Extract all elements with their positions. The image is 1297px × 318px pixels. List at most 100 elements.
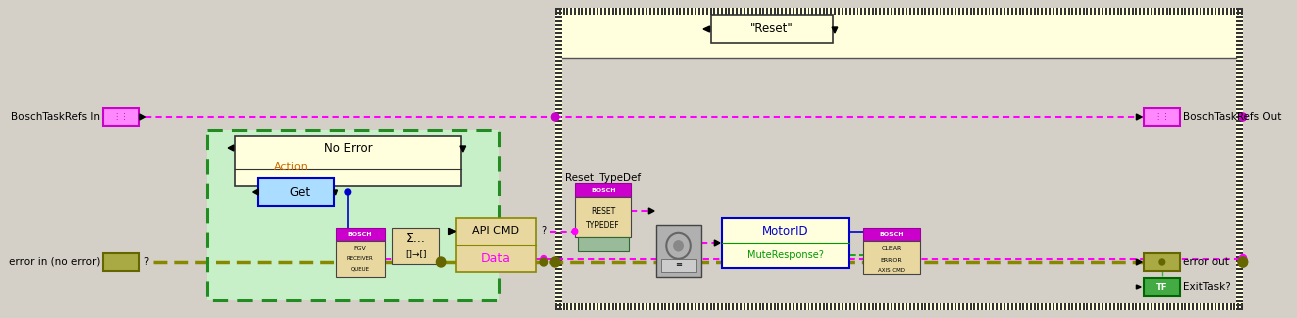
Bar [1097,303,1100,310]
Text: BoschTaskRefs In: BoschTaskRefs In [12,112,100,122]
Bar [1236,68,1243,70]
Bar [1034,8,1035,15]
Bar [1236,172,1243,174]
Bar [555,132,562,134]
Bar [650,303,651,310]
Bar [1176,303,1179,310]
Bar [864,8,866,15]
Text: BoschTaskRefs Out: BoschTaskRefs Out [1183,112,1281,122]
Bar [966,8,968,15]
Bar [921,8,922,15]
Bar [895,303,896,310]
Bar [988,8,991,15]
Bar [593,303,595,310]
Bar [1004,303,1005,310]
Bar [895,8,896,15]
Polygon shape [833,27,838,33]
Bar [717,303,719,310]
Bar [1196,8,1197,15]
Bar [1226,8,1228,15]
Bar [581,8,584,15]
Bar [770,8,772,15]
Bar [1045,8,1047,15]
Bar [206,130,498,300]
Bar [623,8,625,15]
Bar [887,303,888,310]
Bar [626,8,629,15]
Polygon shape [1136,285,1141,289]
Bar [774,303,776,310]
Bar [555,12,562,14]
Bar [555,96,562,98]
Bar [921,303,922,310]
Bar [785,8,787,15]
Bar [853,303,855,310]
Bar [1236,144,1243,146]
Bar [974,8,975,15]
Bar [1184,8,1187,15]
Bar [901,8,904,15]
Bar [1237,303,1239,310]
Bar [818,8,821,15]
Bar [755,303,756,310]
Bar [1208,303,1209,310]
Bar [684,303,685,310]
Bar [1170,8,1171,15]
Bar [1236,252,1243,254]
Bar [856,303,859,310]
Bar [1176,8,1179,15]
Bar [1236,96,1243,98]
Bar [1144,253,1180,271]
Bar [555,148,562,150]
Bar [1236,24,1243,26]
Bar [555,192,562,194]
Bar [1214,8,1217,15]
Bar [1236,296,1243,298]
Circle shape [572,229,577,234]
Bar [1236,192,1243,194]
Bar [1180,303,1183,310]
Bar [555,164,562,166]
Bar [853,8,855,15]
Bar [555,208,562,210]
Bar [1236,176,1243,178]
Bar [654,303,655,310]
Bar [977,8,979,15]
Bar [1026,8,1029,15]
Bar [589,8,591,15]
Bar [909,8,912,15]
Bar [691,8,693,15]
Bar [1236,104,1243,106]
Bar [1049,303,1051,310]
Bar [815,303,817,310]
Bar [864,303,866,310]
Bar [555,124,562,126]
Bar [1150,8,1153,15]
Bar [958,303,960,310]
Bar [913,8,914,15]
Polygon shape [449,229,455,234]
Bar [1008,8,1009,15]
Bar [1200,8,1201,15]
Bar [555,24,562,26]
Bar [1236,284,1243,286]
Bar [1236,120,1243,122]
Bar [955,303,956,310]
Bar [555,184,562,186]
Bar [1236,184,1243,186]
Text: BOSCH: BOSCH [879,232,904,237]
Bar [567,8,568,15]
Bar [974,303,975,310]
Bar [909,303,912,310]
Bar [1236,100,1243,102]
Bar [555,212,562,214]
Bar [864,228,920,241]
Bar [1236,208,1243,210]
Bar [1075,303,1077,310]
Text: MuteResponse?: MuteResponse? [747,250,824,260]
Bar [777,8,779,15]
Bar [733,8,734,15]
Bar [1132,8,1134,15]
Bar [555,60,562,62]
Bar [634,303,636,310]
